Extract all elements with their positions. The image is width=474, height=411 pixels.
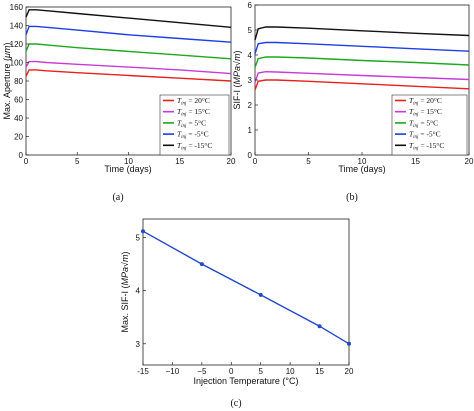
a-ytick-label: 160 xyxy=(10,3,24,12)
panel-b-xlabel: Time (days) xyxy=(338,164,385,174)
panel-b-series xyxy=(254,26,470,91)
c-xtick-label: 10 xyxy=(286,367,295,376)
panel-c-xlabel: Injection Temperature (°C) xyxy=(194,376,299,386)
b-legend-label: Tinj = -15°C xyxy=(409,141,444,152)
b-ytick-label: 3 xyxy=(248,76,253,85)
panel-c-yticks: 3 4 5 xyxy=(136,234,146,349)
a-series-line xyxy=(25,43,232,60)
a-ytick-label: 40 xyxy=(14,114,23,123)
b-ytick-label: 1 xyxy=(248,126,253,135)
a-legend-label: Tinj = 20°C xyxy=(177,96,210,107)
b-xtick-label: 5 xyxy=(306,157,311,166)
c-data-point xyxy=(199,262,204,267)
b-series-line xyxy=(254,70,470,83)
panel-c-axes-box xyxy=(142,218,350,366)
caption-a: (a) xyxy=(112,192,123,203)
panel-a-xlabel: Time (days) xyxy=(104,164,151,174)
c-xtick-label: −5 xyxy=(197,367,207,376)
b-xtick-label: 15 xyxy=(411,157,420,166)
b-ytick-label: 2 xyxy=(248,101,253,110)
panel-a-ylabel: Max. Aperture (μm) xyxy=(2,43,12,120)
b-ytick-label: 4 xyxy=(248,51,253,60)
a-legend-label: Tinj = -5°C xyxy=(177,130,209,141)
b-xtick-label: 20 xyxy=(465,157,474,166)
panel-a-yticks: 0 20 40 60 80 100 120 140 160 xyxy=(10,3,29,160)
panel-c-series xyxy=(141,229,351,346)
a-legend-label: Tinj = -15°C xyxy=(177,141,212,152)
c-xtick-label: 0 xyxy=(229,367,234,376)
caption-b: (b) xyxy=(346,192,358,203)
b-series-line xyxy=(254,26,470,41)
b-xtick-label: 10 xyxy=(358,157,367,166)
c-ytick-label: 5 xyxy=(136,234,141,243)
panel-c: 3 4 5 -15 −10 −5 0 5 10 15 20 Injection Temperatu… xyxy=(120,218,354,409)
panel-a: 0 20 40 60 80 100 120 140 160 0 5 10 15 20 Time (day… xyxy=(2,3,236,203)
b-legend-label: Tinj = -5°C xyxy=(409,130,441,141)
a-xtick-label: 15 xyxy=(175,157,184,166)
a-ytick-label: 20 xyxy=(14,133,23,142)
a-series-line xyxy=(25,60,232,75)
c-xtick-label: −10 xyxy=(166,367,180,376)
caption-c: (c) xyxy=(230,398,241,409)
panel-c-ylabel: Max. SIF-I (MPa√m) xyxy=(120,252,130,333)
a-ytick-label: 100 xyxy=(10,59,24,68)
b-ytick-label: 5 xyxy=(248,26,253,35)
c-data-point xyxy=(258,292,263,297)
c-xtick-label: 15 xyxy=(315,367,324,376)
c-ytick-label: 4 xyxy=(136,287,141,296)
panel-a-series xyxy=(25,9,232,82)
b-series-line xyxy=(254,41,470,55)
a-xtick-label: 5 xyxy=(75,157,80,166)
a-ytick-label: 120 xyxy=(10,40,24,49)
b-series-line xyxy=(254,79,470,91)
a-xtick-label: 10 xyxy=(124,157,133,166)
panel-b: 0 1 2 3 4 5 6 0 5 10 15 20 Time (days) SIF-I (MPa√… xyxy=(232,1,474,203)
b-legend-label: Tinj = 5°C xyxy=(409,118,438,128)
c-ytick-label: 3 xyxy=(136,340,141,349)
b-ytick-label: 0 xyxy=(248,151,253,160)
c-data-point xyxy=(141,229,145,234)
a-ytick-label: 140 xyxy=(10,22,24,31)
c-xtick-label: 20 xyxy=(345,367,354,376)
a-legend-label: Tinj = 5°C xyxy=(177,118,206,128)
a-xtick-label: 20 xyxy=(227,157,236,166)
a-ytick-label: 60 xyxy=(14,96,23,105)
panel-c-xticks: -15 −10 −5 0 5 10 15 20 xyxy=(137,362,354,376)
c-xtick-label: -15 xyxy=(137,367,149,376)
a-legend-label: Tinj = 15°C xyxy=(177,107,210,118)
a-series-line xyxy=(25,69,232,82)
a-series-line xyxy=(25,25,232,43)
b-xtick-label: 0 xyxy=(253,157,258,166)
a-series-line xyxy=(25,9,232,28)
a-xtick-label: 0 xyxy=(24,157,29,166)
c-xtick-label: 5 xyxy=(258,367,263,376)
b-ytick-label: 6 xyxy=(248,1,253,10)
panel-b-ylabel: SIF-I (MPa√m) xyxy=(232,51,242,110)
b-series-line xyxy=(254,56,470,68)
c-data-point xyxy=(317,324,322,329)
b-legend-label: Tinj = 15°C xyxy=(409,107,442,118)
b-legend-label: Tinj = 20°C xyxy=(409,96,442,107)
a-ytick-label: 80 xyxy=(14,77,23,86)
a-ytick-label: 0 xyxy=(19,151,24,160)
c-data-point xyxy=(347,341,351,346)
panel-b-yticks: 0 1 2 3 4 5 6 xyxy=(248,1,258,160)
